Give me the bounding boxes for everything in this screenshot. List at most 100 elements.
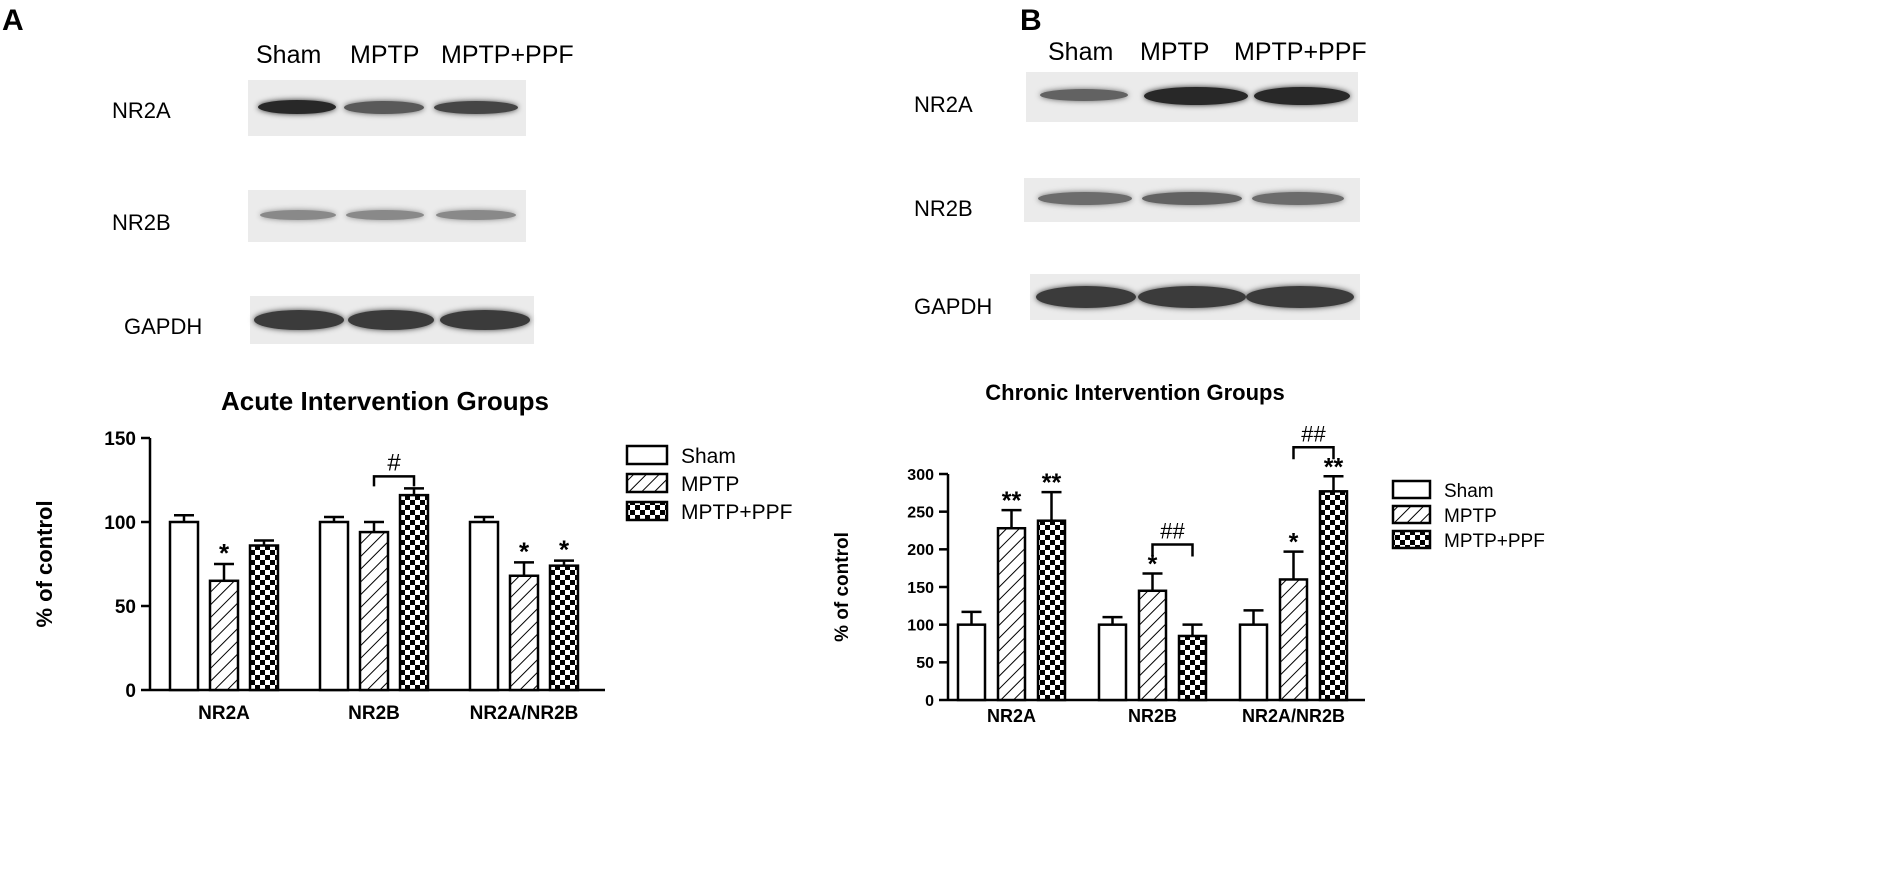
bar bbox=[468, 520, 500, 692]
blot-label-gapdh: GAPDH bbox=[124, 314, 203, 339]
y-tick-label: 0 bbox=[925, 693, 934, 710]
bar bbox=[1177, 634, 1208, 702]
x-tick-label: NR2B bbox=[348, 703, 400, 724]
bar bbox=[318, 520, 350, 692]
significance-bracket bbox=[1151, 543, 1194, 557]
band bbox=[1246, 286, 1354, 308]
bar bbox=[1238, 623, 1269, 702]
x-tick-label: NR2B bbox=[1128, 706, 1177, 726]
blot-label-nr2b: NR2B bbox=[914, 196, 973, 221]
bar bbox=[168, 520, 200, 692]
significance-mark: ## bbox=[1160, 518, 1185, 543]
bar bbox=[956, 623, 987, 702]
band bbox=[258, 100, 336, 114]
band bbox=[1252, 192, 1344, 205]
lane-label-mptp-ppf: MPTP+PPF bbox=[441, 41, 574, 69]
band bbox=[344, 101, 424, 114]
panel-a: A Sham MPTP MPTP+PPF NR2A NR2B GAPDH Acu… bbox=[0, 0, 950, 889]
band bbox=[1144, 87, 1248, 105]
x-tick-label: NR2A/NR2B bbox=[470, 703, 579, 724]
band bbox=[1038, 192, 1132, 205]
significance-mark: ** bbox=[1042, 469, 1062, 497]
band bbox=[434, 101, 518, 114]
bar-chart-acute: Acute Intervention Groups % of control 0 50… bbox=[32, 386, 792, 724]
bar bbox=[208, 579, 240, 692]
bar bbox=[358, 530, 390, 692]
band bbox=[346, 210, 424, 220]
significance-mark: ** bbox=[1324, 453, 1344, 481]
western-blot-gapdh bbox=[250, 296, 534, 344]
y-axis-label: % of control bbox=[832, 532, 853, 642]
western-blot-nr2b bbox=[248, 190, 526, 242]
y-tick-label: 200 bbox=[907, 542, 934, 559]
significance-mark: * bbox=[519, 536, 530, 566]
band bbox=[1142, 192, 1242, 205]
y-tick-label: 0 bbox=[125, 681, 136, 702]
chart-title: Chronic Intervention Groups bbox=[985, 380, 1284, 405]
western-blot-gapdh bbox=[1030, 274, 1360, 320]
bar bbox=[248, 544, 280, 692]
legend-swatch bbox=[625, 444, 669, 466]
blot-label-gapdh: GAPDH bbox=[914, 294, 993, 319]
band bbox=[348, 310, 434, 330]
legend-label: MPTP bbox=[1444, 506, 1497, 527]
band bbox=[260, 210, 336, 220]
bar bbox=[1036, 519, 1067, 702]
legend-swatch bbox=[1391, 529, 1432, 550]
significance-bracket bbox=[1292, 446, 1335, 460]
legend-swatch bbox=[625, 472, 669, 494]
significance-mark: * bbox=[559, 535, 570, 565]
y-axis-label: % of control bbox=[32, 500, 57, 627]
lane-label-mptp: MPTP bbox=[350, 41, 420, 69]
bar bbox=[996, 526, 1027, 702]
x-tick-label: NR2A bbox=[987, 706, 1036, 726]
y-tick-label: 300 bbox=[907, 467, 934, 484]
y-tick-label: 100 bbox=[907, 617, 934, 634]
y-tick-label: 50 bbox=[115, 597, 136, 618]
significance-mark: ** bbox=[1002, 487, 1022, 515]
band bbox=[1254, 87, 1350, 105]
panel-letter: B bbox=[1020, 4, 1042, 37]
panel-letter: A bbox=[2, 4, 24, 37]
lane-label-sham: Sham bbox=[256, 41, 322, 69]
chart-title: Acute Intervention Groups bbox=[221, 386, 549, 416]
band bbox=[1138, 286, 1246, 308]
bar bbox=[1278, 578, 1309, 702]
legend-label: Sham bbox=[1444, 481, 1494, 502]
y-tick-label: 250 bbox=[907, 504, 934, 521]
band bbox=[436, 210, 516, 220]
legend-swatch bbox=[1391, 479, 1432, 500]
significance-mark: # bbox=[387, 449, 401, 476]
blot-label-nr2a: NR2A bbox=[914, 92, 973, 117]
lane-label-sham: Sham bbox=[1048, 38, 1114, 66]
bar-chart-chronic: Chronic Intervention Groups % of control 0… bbox=[832, 380, 1545, 726]
blot-label-nr2b: NR2B bbox=[112, 210, 171, 235]
band bbox=[1036, 286, 1136, 308]
bar bbox=[548, 564, 580, 692]
lane-label-mptp-ppf: MPTP+PPF bbox=[1234, 38, 1367, 66]
y-tick-label: 100 bbox=[104, 513, 136, 534]
lane-label-mptp: MPTP bbox=[1140, 38, 1210, 66]
blot-label-nr2a: NR2A bbox=[112, 98, 171, 123]
legend-swatch bbox=[1391, 504, 1432, 525]
significance-mark: * bbox=[1148, 550, 1158, 578]
significance-mark: * bbox=[1289, 529, 1299, 557]
y-tick-label: 150 bbox=[907, 580, 934, 597]
legend-label: MPTP bbox=[681, 473, 739, 496]
legend-label: MPTP+PPF bbox=[1444, 531, 1545, 552]
x-tick-label: NR2A/NR2B bbox=[1242, 706, 1345, 726]
bar bbox=[1137, 589, 1168, 702]
bar bbox=[508, 574, 540, 692]
legend-label: MPTP+PPF bbox=[681, 501, 792, 524]
western-blot-nr2a bbox=[248, 80, 526, 136]
bar bbox=[1318, 490, 1349, 702]
y-tick-label: 150 bbox=[104, 429, 136, 450]
bar bbox=[398, 493, 430, 692]
legend-label: Sham bbox=[681, 445, 736, 468]
band bbox=[440, 310, 530, 330]
band bbox=[1040, 89, 1128, 101]
western-blot-nr2a bbox=[1026, 72, 1358, 122]
band bbox=[254, 310, 344, 330]
significance-mark: * bbox=[219, 538, 230, 568]
bar bbox=[1097, 623, 1128, 702]
